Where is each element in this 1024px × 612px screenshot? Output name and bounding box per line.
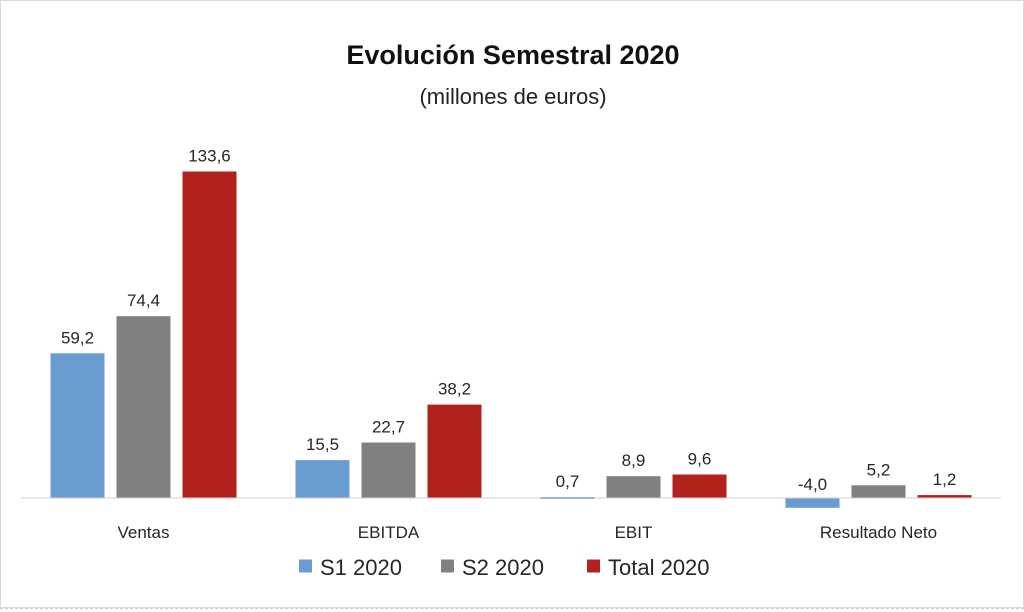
bar-s1-2020-resultado-neto — [785, 498, 840, 508]
legend-label-s2-2020: S2 2020 — [462, 555, 544, 580]
bar-s2-2020-ebit — [606, 476, 661, 498]
legend-swatch-total-2020 — [587, 559, 600, 573]
category-label-ebitda: EBITDA — [358, 523, 420, 542]
data-label-s2-2020-ebitda: 22,7 — [372, 418, 405, 437]
plot-area: 59,2 74,4 133,6 Ventas 15,5 22,7 38,2 EBITDA 0,7… — [21, 147, 1001, 542]
bar-total-2020-ventas — [182, 171, 237, 498]
category-label-ebit: EBIT — [615, 523, 653, 542]
legend-swatch-s1-2020 — [299, 559, 312, 573]
legend: S1 2020 S2 2020 Total 2020 — [299, 555, 710, 580]
bar-total-2020-ebit — [672, 474, 727, 498]
bar-s1-2020-ebitda — [295, 460, 350, 498]
chart-title: Evolución Semestral 2020 — [346, 40, 679, 70]
bar-total-2020-resultado-neto — [917, 495, 972, 498]
bottom-dashed-divider — [0, 608, 1024, 609]
bar-s2-2020-ventas — [116, 316, 171, 498]
category-label-resultado-neto: Resultado Neto — [820, 523, 937, 542]
legend-swatch-s2-2020 — [441, 559, 454, 573]
data-label-s2-2020-ventas: 74,4 — [127, 291, 160, 310]
data-label-s1-2020-ebitda: 15,5 — [306, 435, 339, 454]
data-label-s2-2020-resultado-neto: 5,2 — [867, 460, 891, 479]
bar-s2-2020-ebitda — [361, 442, 416, 498]
data-label-total-2020-ebitda: 38,2 — [438, 380, 471, 399]
data-label-s1-2020-ebit: 0,7 — [556, 472, 580, 491]
data-label-s1-2020-ventas: 59,2 — [61, 328, 94, 347]
data-label-s2-2020-ebit: 8,9 — [622, 451, 646, 470]
data-label-s1-2020-resultado-neto: -4,0 — [798, 475, 827, 494]
bar-total-2020-ebitda — [427, 404, 482, 498]
legend-label-s1-2020: S1 2020 — [320, 555, 402, 580]
data-label-total-2020-resultado-neto: 1,2 — [933, 470, 957, 489]
data-label-total-2020-ventas: 133,6 — [188, 147, 231, 166]
chart-subtitle: (millones de euros) — [419, 84, 606, 109]
bar-s2-2020-resultado-neto — [851, 485, 906, 498]
legend-label-total-2020: Total 2020 — [608, 555, 710, 580]
category-label-ventas: Ventas — [118, 523, 170, 542]
data-label-total-2020-ebit: 9,6 — [688, 450, 712, 469]
bar-s1-2020-ventas — [50, 353, 105, 498]
